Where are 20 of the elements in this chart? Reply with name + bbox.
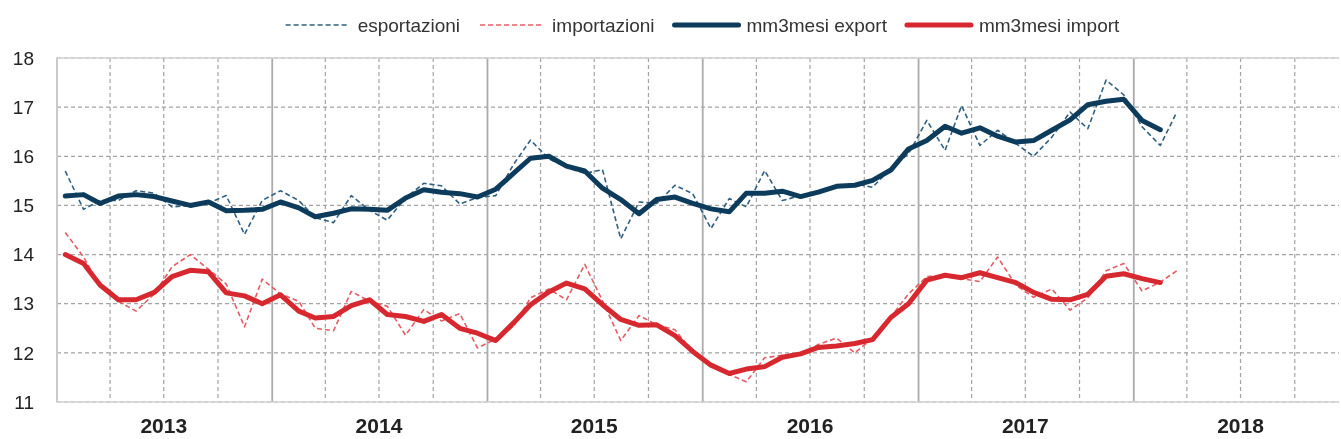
x-tick-label: 2015	[570, 414, 618, 437]
y-tick-label: 13	[12, 293, 34, 315]
x-tick-label: 2017	[1001, 414, 1049, 437]
line-series	[64, 231, 1178, 383]
y-tick-label: 15	[12, 195, 34, 217]
legend-label: mm3mesi export	[746, 14, 888, 36]
line-series	[64, 79, 1178, 240]
y-tick-label: 11	[14, 391, 34, 413]
legend-label: esportazioni	[357, 14, 461, 36]
legend-label: mm3mesi import	[978, 14, 1121, 36]
x-tick-label: 2018	[1217, 414, 1265, 437]
y-tick-label: 18	[12, 47, 34, 69]
x-tick-label: 2014	[355, 414, 403, 437]
x-tick-label: 2013	[140, 414, 188, 437]
y-tick-label: 12	[12, 342, 34, 364]
x-tick-label: 2016	[786, 414, 834, 437]
y-tick-label: 14	[12, 244, 35, 266]
y-tick-label: 16	[12, 145, 34, 167]
y-tick-label: 17	[12, 96, 34, 118]
legend-label: importazioni	[552, 14, 655, 36]
